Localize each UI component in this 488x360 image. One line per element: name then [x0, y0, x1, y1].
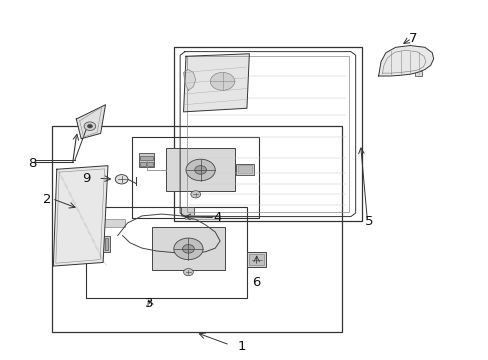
Text: 1: 1: [237, 340, 246, 353]
Bar: [147, 162, 153, 166]
Text: 7: 7: [407, 32, 416, 45]
Bar: [86, 207, 246, 298]
Bar: [236, 164, 254, 175]
Polygon shape: [76, 105, 105, 139]
Bar: [139, 153, 154, 167]
Circle shape: [84, 122, 96, 131]
Circle shape: [182, 244, 194, 253]
Bar: [378, 71, 385, 75]
Bar: [104, 238, 108, 250]
Polygon shape: [378, 45, 433, 76]
Text: 3: 3: [145, 297, 153, 310]
Circle shape: [185, 159, 215, 181]
Text: 2: 2: [42, 193, 51, 206]
Bar: [173, 47, 361, 221]
Bar: [97, 220, 125, 226]
Bar: [140, 156, 153, 160]
Bar: [95, 244, 103, 250]
Bar: [184, 215, 220, 220]
Circle shape: [173, 238, 203, 260]
Circle shape: [115, 175, 128, 184]
Circle shape: [190, 191, 200, 198]
Bar: [152, 226, 224, 270]
Bar: [52, 126, 341, 332]
Bar: [246, 252, 266, 267]
Polygon shape: [183, 69, 195, 90]
Text: 6: 6: [252, 276, 260, 289]
Circle shape: [183, 269, 193, 276]
Text: 8: 8: [28, 157, 37, 170]
Text: 9: 9: [81, 172, 90, 185]
Bar: [181, 207, 193, 215]
Bar: [132, 137, 259, 218]
Polygon shape: [183, 54, 249, 112]
Circle shape: [210, 72, 234, 90]
Circle shape: [194, 166, 206, 174]
Bar: [238, 165, 252, 173]
Polygon shape: [53, 166, 108, 266]
Bar: [140, 162, 146, 166]
Bar: [95, 238, 103, 243]
Circle shape: [87, 125, 92, 128]
Bar: [414, 71, 421, 76]
Text: 5: 5: [364, 215, 372, 228]
Text: 4: 4: [213, 211, 222, 224]
Bar: [249, 254, 264, 265]
Bar: [93, 235, 110, 252]
Bar: [166, 148, 234, 192]
